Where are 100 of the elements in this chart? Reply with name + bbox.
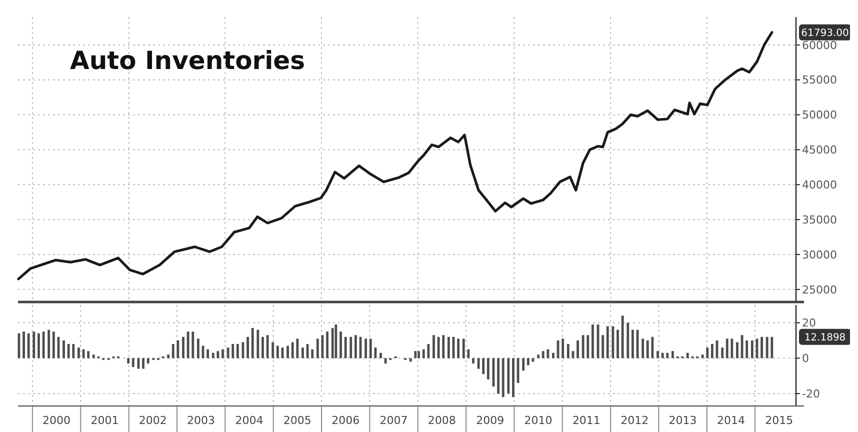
bar — [760, 336, 763, 358]
bar — [486, 358, 490, 380]
bar — [286, 346, 289, 358]
bar — [736, 342, 738, 358]
bar — [621, 316, 624, 358]
bar — [562, 338, 564, 358]
x-tick-label: 2001 — [90, 414, 119, 427]
bar — [576, 340, 579, 358]
bar — [646, 340, 649, 358]
bar — [232, 344, 234, 358]
bar — [142, 358, 144, 369]
bar — [706, 348, 709, 358]
bar — [27, 333, 30, 358]
y-tick-label: -20 — [802, 387, 820, 400]
bar — [192, 332, 194, 358]
bar — [127, 358, 130, 364]
x-tick-label: 2004 — [235, 414, 264, 427]
bar — [48, 330, 50, 358]
bar — [522, 358, 525, 371]
bar — [606, 326, 609, 358]
x-tick-label: 2010 — [524, 414, 552, 427]
x-tick-label: 2007 — [380, 414, 408, 427]
bar — [344, 336, 347, 358]
bar — [427, 344, 430, 358]
x-tick-label: 2012 — [620, 414, 649, 427]
bar — [354, 335, 357, 358]
bar — [726, 338, 728, 358]
bar — [442, 335, 445, 358]
bar — [626, 322, 630, 358]
bar — [671, 351, 674, 358]
y-tick-label: 25000 — [802, 283, 837, 296]
bar — [721, 348, 724, 358]
bar — [507, 358, 510, 394]
bar — [661, 352, 664, 358]
bar — [472, 358, 474, 364]
bar — [262, 336, 264, 358]
bar — [256, 330, 260, 358]
bar — [132, 358, 134, 368]
bar — [32, 332, 36, 358]
bar — [512, 358, 514, 398]
bar — [364, 338, 368, 358]
x-tick-label: 2014 — [716, 414, 745, 427]
bar — [52, 332, 55, 358]
bar — [422, 349, 425, 358]
y-tick-label: 35000 — [802, 213, 837, 226]
bar — [409, 358, 412, 362]
bar — [87, 351, 90, 358]
bar — [414, 351, 417, 358]
text: 61793.00 — [801, 28, 849, 39]
bar — [251, 328, 254, 358]
bar — [350, 336, 352, 358]
bar — [137, 358, 140, 369]
y-tick-label: 45000 — [802, 144, 837, 157]
y-tick-label: 50000 — [802, 108, 837, 122]
bar — [311, 349, 314, 358]
x-tick-label: 2006 — [332, 414, 360, 427]
bar — [437, 336, 440, 358]
bar — [552, 352, 554, 358]
bar — [642, 338, 644, 358]
x-tick-label: 2011 — [572, 414, 600, 427]
y-tick-label: 60000 — [802, 38, 837, 52]
x-tick-label: 2008 — [428, 414, 456, 427]
bar — [380, 352, 382, 358]
bar — [78, 348, 80, 358]
bar — [582, 335, 584, 358]
bar — [62, 340, 65, 358]
bar — [176, 340, 180, 358]
bar — [746, 340, 748, 358]
bar — [222, 349, 224, 358]
bar — [276, 346, 279, 358]
x-tick-label: 2009 — [476, 414, 504, 427]
y-tick-label: 20 — [802, 316, 816, 330]
bar — [384, 358, 387, 364]
bar — [602, 335, 604, 358]
bar — [566, 344, 570, 358]
bar — [462, 338, 465, 358]
bar — [526, 358, 530, 366]
bar — [334, 324, 338, 358]
bar — [182, 336, 184, 358]
bar — [369, 338, 372, 358]
bar — [750, 340, 754, 358]
text: 12.1898 — [804, 332, 846, 344]
bar — [666, 352, 669, 358]
bar — [497, 358, 500, 394]
bar — [291, 342, 294, 358]
bar — [92, 354, 95, 358]
bar — [326, 332, 328, 358]
x-tick-label: 2005 — [283, 414, 312, 427]
bar — [296, 338, 299, 358]
bar — [246, 336, 249, 358]
y-tick-label: 55000 — [802, 74, 837, 87]
bar — [651, 336, 654, 358]
bar — [457, 338, 460, 358]
bar — [686, 352, 689, 358]
x-tick-label: 2003 — [187, 414, 216, 427]
bar — [537, 354, 540, 358]
bar — [418, 351, 420, 358]
bar — [67, 344, 70, 358]
y-tick-label: 40000 — [802, 178, 837, 192]
bar — [447, 336, 450, 358]
